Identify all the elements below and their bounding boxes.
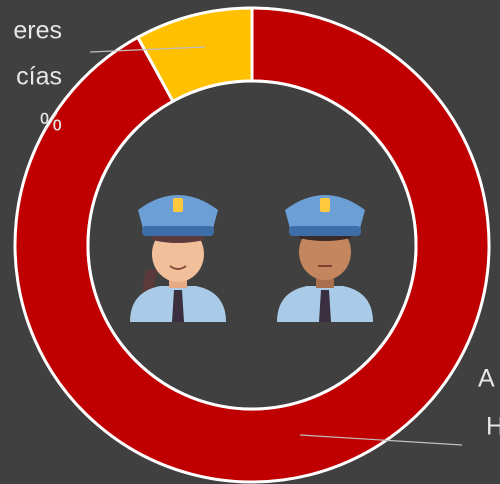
slice-label: eres [13,17,62,45]
officer-icon [130,195,226,322]
slice-label: H [486,413,500,441]
tie [172,290,184,322]
slice-label: A [478,365,495,393]
slice-label: cías [16,63,62,91]
cap-brim [289,226,361,236]
leader-line [89,46,206,53]
badge [320,198,330,212]
inner-circle [86,79,418,411]
slice-label: % [40,109,62,137]
leader-line [299,434,463,446]
badge [173,198,183,212]
cap [285,195,365,232]
officer-icon [277,195,373,322]
cap-brim [142,226,214,236]
tie [319,290,331,322]
smile [169,265,187,270]
cap [138,195,218,232]
